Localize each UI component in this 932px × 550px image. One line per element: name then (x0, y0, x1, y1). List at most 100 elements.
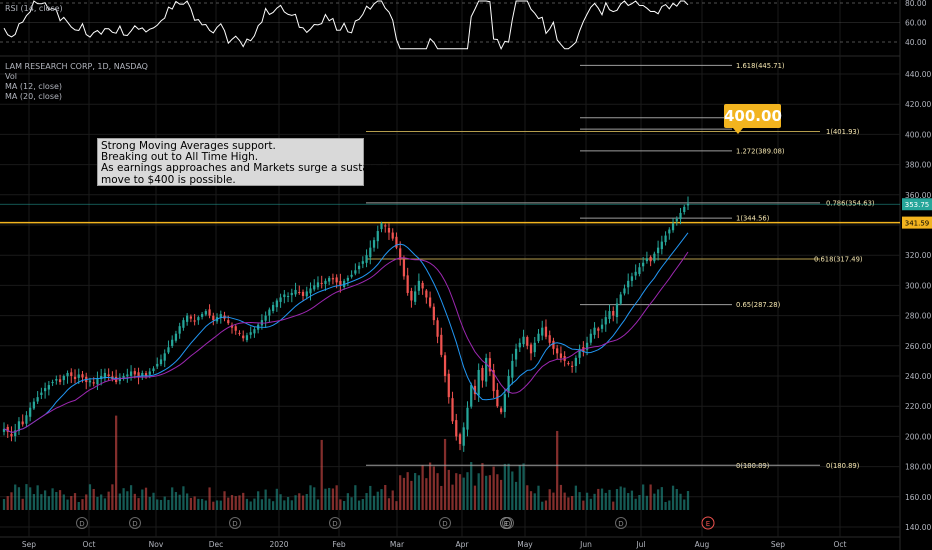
volume-bar (683, 500, 685, 510)
volume-bar (111, 484, 113, 510)
volume-bar (418, 475, 420, 510)
candle-body (306, 291, 308, 296)
volume-bar (679, 494, 681, 510)
candle-body (657, 248, 659, 253)
candle-body (552, 341, 554, 349)
x-tick-label: Feb (332, 540, 346, 549)
volume-bar (294, 495, 296, 510)
candle-body (171, 340, 173, 346)
volume-bar (552, 493, 554, 510)
volume-bar (63, 494, 65, 510)
volume-bar (601, 489, 603, 510)
candle-body (291, 293, 293, 295)
candle-body (620, 294, 622, 303)
y-tick-label: 400.00 (905, 130, 931, 139)
volume-bar (302, 496, 304, 510)
volume-bar (448, 470, 450, 510)
candle-body (590, 334, 592, 343)
dividend-marker-label: D (232, 520, 237, 528)
candle-body (650, 257, 652, 261)
volume-bar (134, 494, 136, 510)
x-tick-label: Apr (456, 540, 470, 549)
candle-body (37, 397, 39, 401)
candle-body (403, 259, 405, 276)
volume-bar (48, 496, 50, 510)
volume-bar (616, 489, 618, 510)
candle-body (81, 374, 83, 377)
candle-body (653, 254, 655, 262)
candle-body (384, 225, 386, 226)
candle-body (358, 266, 360, 269)
volume-bar (156, 499, 158, 510)
volume-bar (40, 494, 42, 510)
candle-body (638, 267, 640, 274)
dividend-marker-label: D (332, 520, 337, 528)
candle-body (601, 325, 603, 329)
candle-body (324, 281, 326, 284)
volume-bar (235, 496, 237, 510)
volume-bar (676, 489, 678, 510)
volume-bar (519, 465, 521, 510)
candle-body (268, 310, 270, 316)
volume-bar (582, 501, 584, 510)
volume-bar (85, 494, 87, 510)
candle-body (354, 270, 356, 273)
moving-averages (4, 233, 688, 433)
volume-bar (470, 462, 472, 510)
volume-bar (455, 473, 457, 510)
volume-bar (354, 485, 356, 510)
candle-body (276, 301, 278, 308)
volume-bar (231, 495, 233, 510)
y-tick-label: 220.00 (905, 402, 931, 411)
volume-bar (571, 496, 573, 510)
y-tick-label: 320.00 (905, 251, 931, 260)
candle-body (321, 283, 323, 284)
volume-bar (332, 488, 334, 510)
volume-bar (549, 489, 551, 510)
volume-bar (365, 493, 367, 510)
volume-bar (657, 489, 659, 510)
candle-body (152, 368, 154, 371)
candle-body (642, 263, 644, 267)
volume-bar (429, 463, 431, 510)
x-tick-label: Oct (83, 540, 96, 549)
volume-bar (507, 464, 509, 510)
candle-body (575, 358, 577, 366)
volume-bar (220, 501, 222, 510)
volume-legend: Vol (5, 72, 148, 82)
volume-bar (515, 482, 517, 510)
volume-bar (25, 484, 27, 510)
candle-body (208, 309, 210, 315)
volume-bar (541, 502, 543, 510)
volume-bar (627, 493, 629, 510)
volume-bar (51, 488, 53, 510)
volume-bar (392, 490, 394, 510)
candle-body (526, 337, 528, 346)
volume-bar (653, 494, 655, 510)
volume-bar (362, 499, 364, 510)
candle-body (164, 353, 166, 360)
candle-body (549, 335, 551, 343)
rsi-tick-label: 40.00 (905, 38, 927, 47)
candle-body (500, 408, 502, 412)
volume-bar (44, 490, 46, 510)
fib-level-label: 0(180.89) (826, 462, 860, 470)
candle-body (93, 382, 95, 383)
volume-bar (55, 492, 57, 510)
volume-bar (399, 475, 401, 510)
volume-bar (171, 487, 173, 510)
volume-bar (590, 499, 592, 510)
volume-bar (122, 488, 124, 510)
dividend-marker-label: D (618, 520, 623, 528)
volume-bar (74, 493, 76, 510)
candle-body (597, 328, 599, 330)
candle-body (175, 334, 177, 341)
candle-body (186, 316, 188, 322)
resistance-price-tag-text: 341.59 (905, 220, 930, 228)
volume-bar (145, 488, 147, 510)
volume-bar (279, 494, 281, 510)
volume-bar (433, 466, 435, 510)
volume-bar (179, 495, 181, 510)
candle-body (451, 398, 453, 421)
candle-body (683, 207, 685, 212)
